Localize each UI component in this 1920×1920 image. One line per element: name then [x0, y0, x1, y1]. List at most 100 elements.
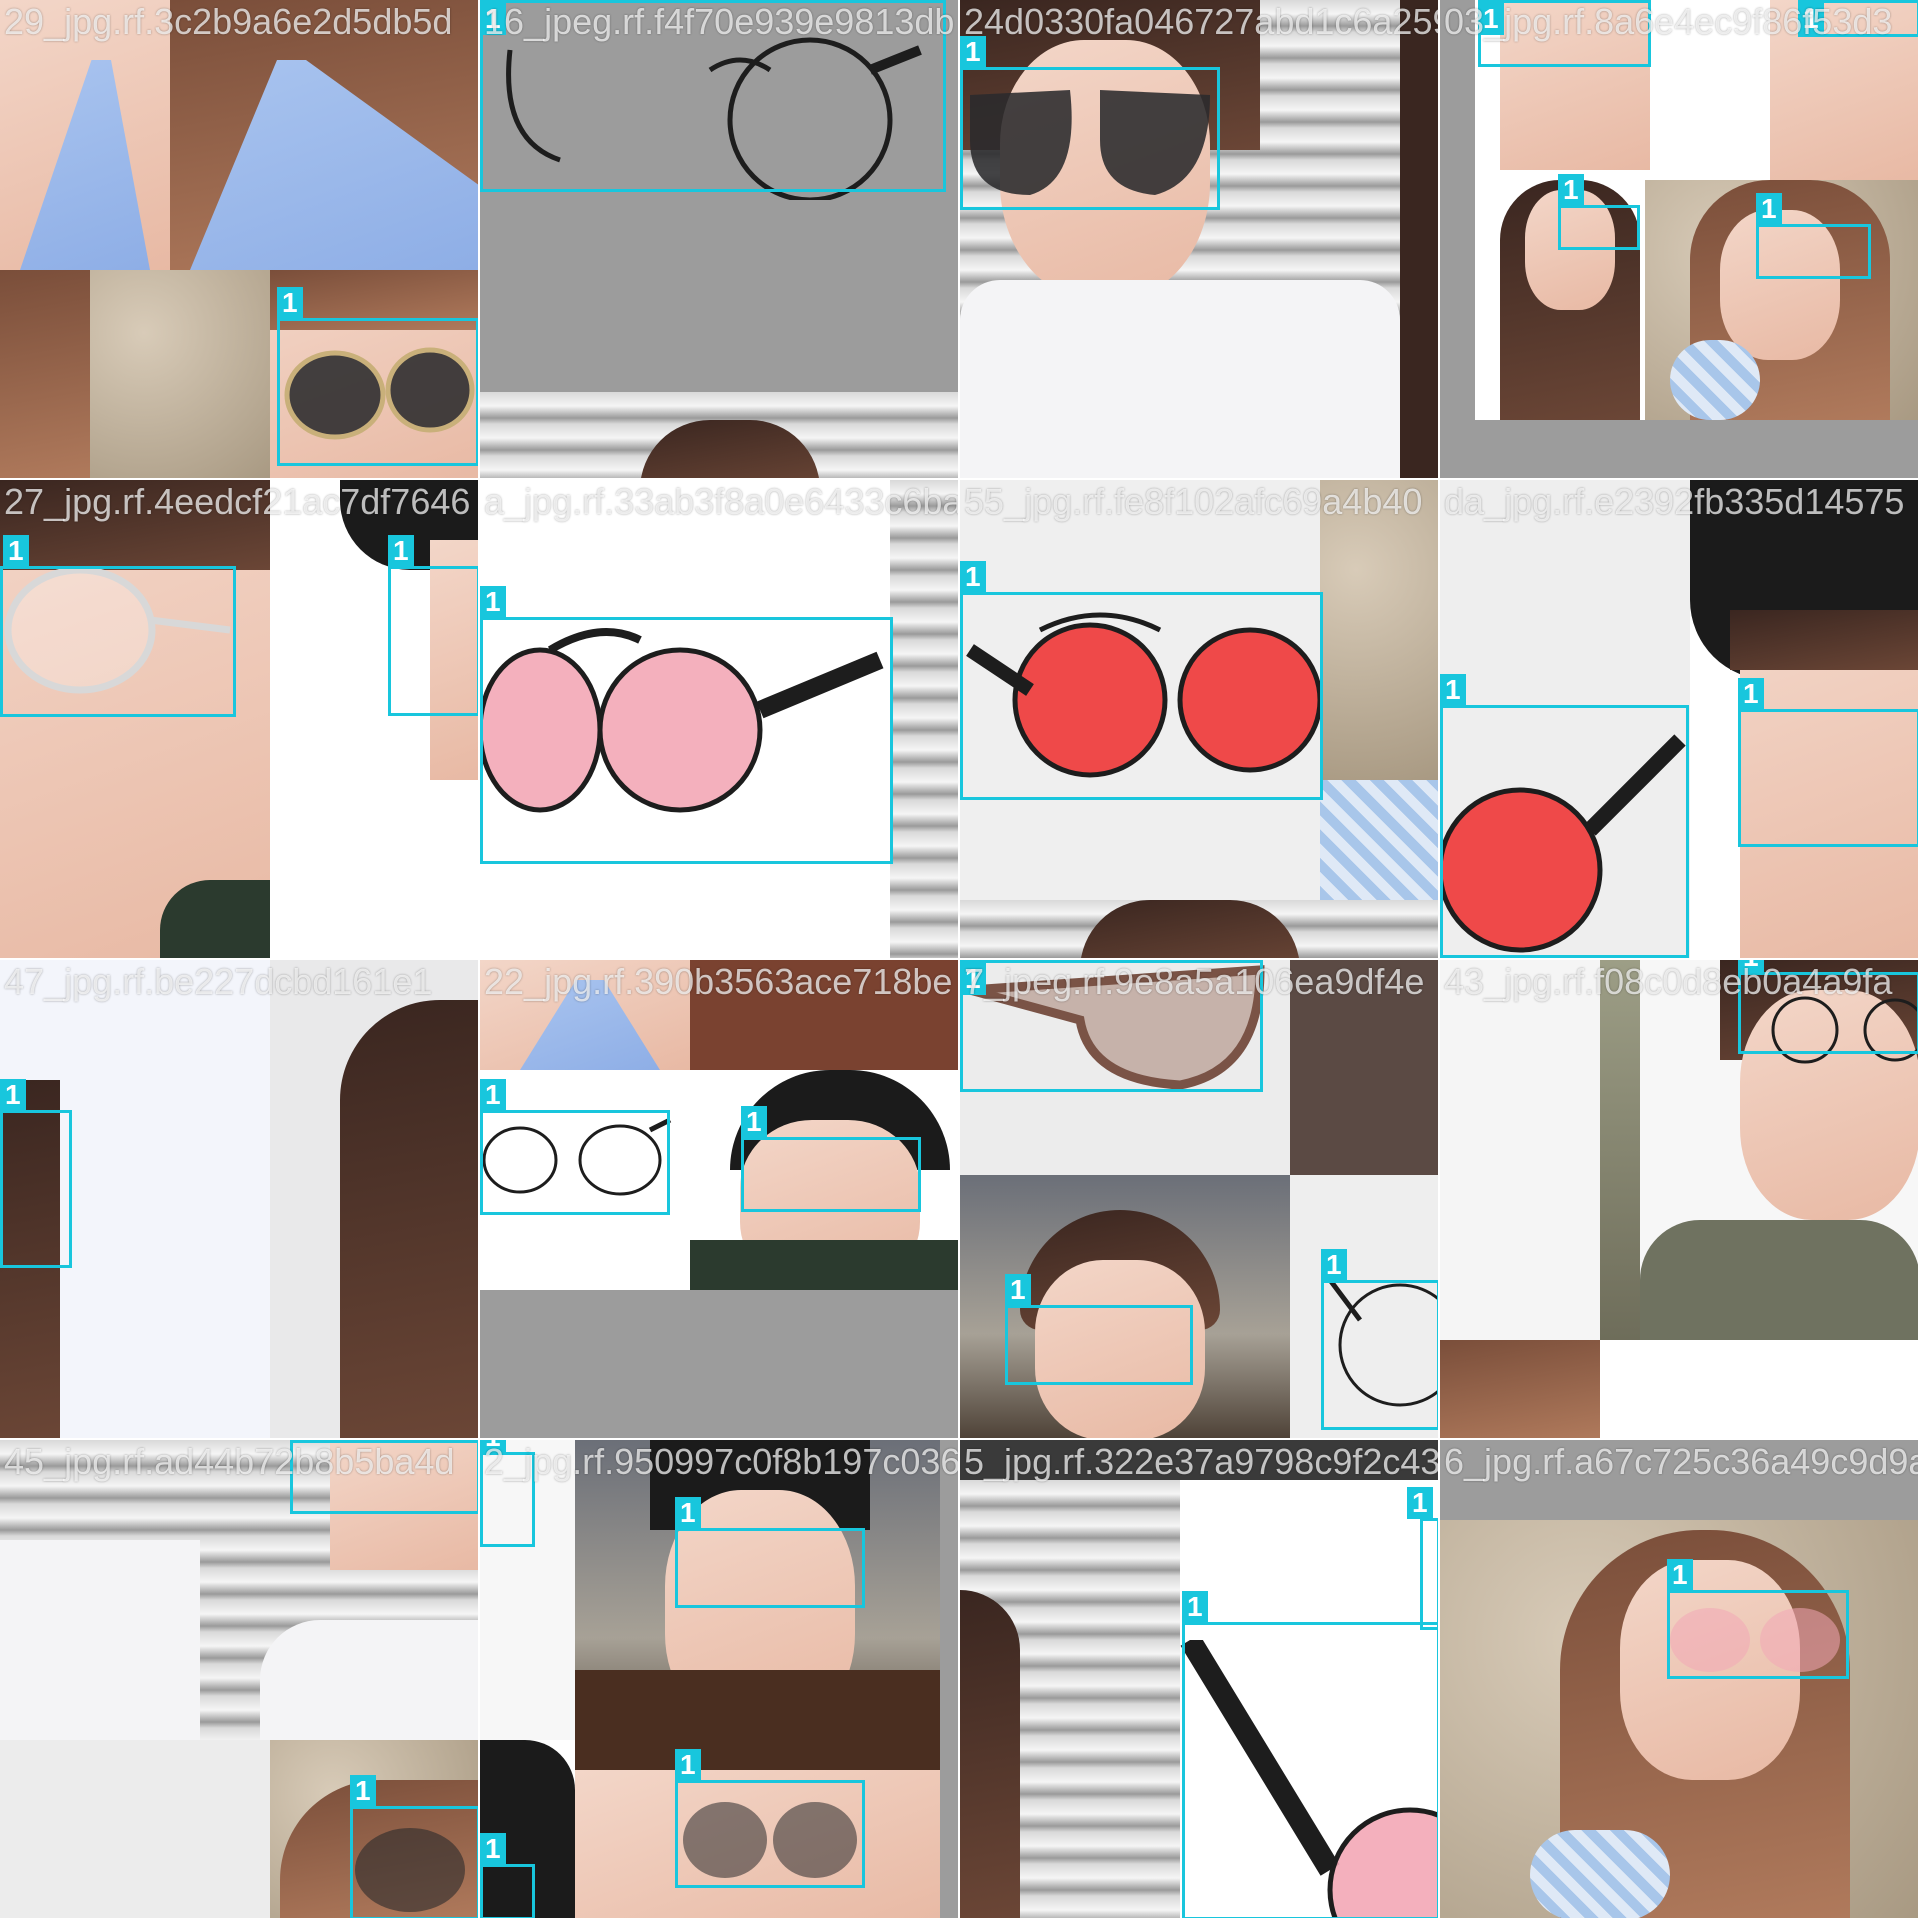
detection-box: 1: [1756, 193, 1871, 279]
detection-box: 1: [388, 535, 478, 716]
detection-box: 1: [480, 0, 946, 192]
box-label: 1: [1738, 678, 1764, 710]
box-label: 1: [1440, 674, 1466, 706]
detection-box: 1: [290, 1440, 478, 1514]
detection-box: 1: [1407, 1487, 1438, 1630]
detection-box: 1: [1182, 1591, 1438, 1918]
box-label: 1: [277, 287, 303, 319]
box-label: 1: [480, 1833, 506, 1865]
image-patch: [1730, 610, 1918, 670]
detection-box: 1: [480, 1440, 535, 1547]
tile-r0c1: 1 16_jpeg.rf.f4f70e939e9813db: [480, 0, 960, 480]
image-patch: [340, 1000, 478, 1438]
image-patch: [690, 1240, 958, 1290]
box-label: 1: [480, 1079, 506, 1111]
box-label: 1: [1756, 193, 1782, 225]
image-patch: [960, 280, 1400, 478]
detection-box: 1: [0, 1079, 72, 1268]
tile-r1c0: 1 1 27_jpg.rf.4eedcf21ac7df7646: [0, 480, 480, 960]
image-patch: [1035, 1260, 1205, 1438]
tile-r3c0: 1 1 45_jpg.rf.ad44b72b8b5ba4d: [0, 1440, 480, 1920]
box-label: 1: [3, 535, 29, 567]
box-label: 1: [675, 1497, 701, 1529]
tile-r2c2: 1 1 1 7_jpeg.rf.9e8a5a106ea9df4e: [960, 960, 1440, 1440]
box-label: 1: [1667, 1559, 1693, 1591]
box-label: 1: [1798, 3, 1824, 35]
box-label: 1: [960, 963, 986, 995]
detection-box: 1: [1005, 1274, 1193, 1385]
image-patch: [1320, 780, 1438, 900]
tile-r2c3: 1 43_jpg.rf.f08c0d8eb0a4a9fa: [1440, 960, 1920, 1440]
image-patch: [480, 1440, 575, 1740]
detection-box: 1: [480, 1833, 535, 1918]
image-patch: [1525, 190, 1615, 310]
box-label: 1: [0, 1079, 26, 1111]
detection-box: 1: [277, 287, 478, 466]
detection-box: 1: [1667, 1559, 1849, 1679]
detection-box: 1: [960, 36, 1220, 210]
box-label: 1: [675, 1749, 701, 1781]
image-patch: [480, 1740, 575, 1918]
image-patch: [940, 1440, 958, 1918]
image-patch: [1400, 0, 1438, 478]
image-patch: [0, 480, 270, 570]
tile-r1c3: 1 1 da_jpg.rf.e2392fb335d14575: [1440, 480, 1920, 960]
image-patch: [0, 1080, 60, 1438]
image-patch: [890, 480, 958, 958]
image-patch: [1640, 1220, 1918, 1340]
tile-r0c0: 1 29_jpg.rf.3c2b9a6e2d5db5d: [0, 0, 480, 480]
box-label: 1: [960, 561, 986, 593]
tile-r1c1: 1 a_jpg.rf.33ab3f8a0e6433c6ba4e: [480, 480, 960, 960]
box-label: 1: [290, 1440, 316, 1441]
image-patch: [0, 1540, 200, 1740]
tile-r3c3: 1 6_jpg.rf.a67c725c36a49c9d9a: [1440, 1440, 1920, 1920]
image-patch: [0, 270, 90, 478]
image-patch: [960, 1590, 1020, 1918]
image-patch: [1670, 340, 1760, 420]
box-label: 1: [1005, 1274, 1031, 1306]
image-patch: [575, 1670, 955, 1770]
detection-box: 1: [1478, 0, 1651, 67]
image-patch: [1500, 0, 1650, 170]
tile-r3c1: 1 1 1 1 2_jpg.rf.950997c0f8b197c036: [480, 1440, 960, 1920]
box-label: 1: [1478, 3, 1504, 35]
box-label: 1: [1738, 960, 1764, 973]
image-patch: [1530, 1830, 1670, 1918]
box-label: 1: [960, 36, 986, 68]
detection-box: 1: [1558, 174, 1640, 250]
box-label: 1: [1558, 174, 1584, 206]
image-patch: [430, 540, 478, 780]
detection-box: 1: [1738, 960, 1918, 1054]
tile-r0c2: 1 24d0330fa046727abd1c6a259a: [960, 0, 1440, 480]
detection-box: 1: [741, 1106, 921, 1212]
detection-box: 1: [675, 1497, 865, 1608]
tile-r0c3: 1 1 1 1 03_jpg.rf.8a6e4ec9f86f53d3: [1440, 0, 1920, 480]
image-patch: [960, 1440, 1438, 1480]
detection-box: 1: [350, 1775, 478, 1918]
image-patch: [90, 270, 270, 478]
box-label: 1: [1407, 1487, 1433, 1519]
box-label: 1: [480, 3, 506, 35]
detection-box: 1: [0, 535, 236, 717]
image-patch: [1600, 960, 1640, 1340]
image-patch: [1440, 1340, 1600, 1438]
box-label: 1: [1321, 1249, 1347, 1281]
image-patch: [0, 1740, 270, 1918]
image-patch: [330, 1440, 478, 1570]
image-patch: [1290, 960, 1438, 1175]
detection-box: 1: [1440, 674, 1689, 958]
tile-r2c0: 1 47_jpg.rf.be227dcbd161e1: [0, 960, 480, 1440]
box-label: 1: [741, 1106, 767, 1138]
image-patch: [1080, 900, 1300, 958]
box-label: 1: [350, 1775, 376, 1807]
tile-r2c1: 1 1 22_jpg.rf.390b3563ace718be: [480, 960, 960, 1440]
image-patch: [1320, 480, 1438, 780]
box-label: 1: [388, 535, 414, 567]
box-label: 1: [1182, 1591, 1208, 1623]
tile-r1c2: 1 55_jpg.rf.fe8f102afc69a4b40: [960, 480, 1440, 960]
image-patch: [1770, 0, 1918, 180]
image-patch: [690, 960, 958, 1070]
detection-box: 1: [1798, 0, 1918, 37]
detection-box: 1: [675, 1749, 865, 1888]
